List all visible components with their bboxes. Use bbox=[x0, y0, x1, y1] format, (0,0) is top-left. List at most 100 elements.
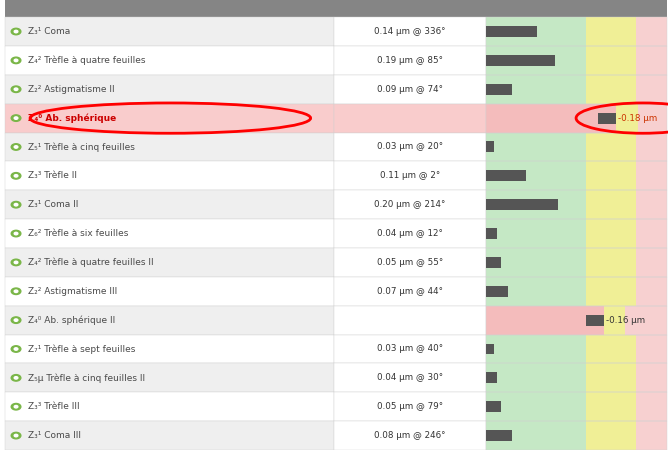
Bar bbox=[586, 46, 636, 75]
Bar bbox=[486, 104, 616, 133]
Bar bbox=[486, 277, 586, 306]
Bar bbox=[334, 17, 486, 46]
Bar bbox=[5, 190, 334, 219]
Bar bbox=[636, 133, 667, 162]
Bar bbox=[586, 133, 636, 162]
Bar bbox=[486, 84, 512, 95]
Bar bbox=[486, 343, 494, 355]
Bar bbox=[334, 334, 486, 364]
Bar bbox=[486, 17, 586, 46]
Bar bbox=[586, 75, 636, 104]
Bar bbox=[486, 104, 667, 133]
Bar bbox=[586, 364, 636, 392]
Circle shape bbox=[11, 173, 21, 179]
Bar bbox=[486, 306, 604, 334]
Bar bbox=[486, 133, 667, 162]
Bar bbox=[334, 392, 486, 421]
Bar bbox=[5, 248, 334, 277]
Circle shape bbox=[14, 175, 18, 177]
Bar bbox=[586, 392, 636, 421]
Circle shape bbox=[11, 230, 21, 237]
Circle shape bbox=[14, 405, 18, 408]
Bar bbox=[5, 133, 334, 162]
Bar bbox=[334, 421, 486, 450]
Bar bbox=[598, 112, 616, 124]
Circle shape bbox=[11, 374, 21, 381]
Bar bbox=[486, 364, 667, 392]
Bar bbox=[5, 104, 334, 133]
Text: Z₄⁰ Ab. sphérique: Z₄⁰ Ab. sphérique bbox=[27, 113, 116, 123]
Bar bbox=[486, 277, 667, 306]
Bar bbox=[334, 133, 486, 162]
Bar bbox=[5, 46, 334, 75]
Bar bbox=[486, 133, 586, 162]
Bar bbox=[5, 162, 334, 190]
Bar bbox=[636, 421, 667, 450]
Bar bbox=[586, 162, 636, 190]
Bar bbox=[636, 219, 667, 248]
Text: 0.04 μm @ 12°: 0.04 μm @ 12° bbox=[377, 229, 443, 238]
Text: 0.20 μm @ 214°: 0.20 μm @ 214° bbox=[375, 200, 446, 209]
Bar bbox=[585, 315, 604, 326]
Text: 0.05 μm @ 79°: 0.05 μm @ 79° bbox=[377, 402, 443, 411]
Bar bbox=[486, 219, 667, 248]
Circle shape bbox=[11, 346, 21, 352]
Bar bbox=[486, 372, 497, 383]
Bar bbox=[486, 306, 667, 334]
Circle shape bbox=[14, 232, 18, 235]
Bar bbox=[636, 392, 667, 421]
Bar bbox=[486, 228, 497, 239]
Text: Z₅µ Trèfle à cinq feuilles II: Z₅µ Trèfle à cinq feuilles II bbox=[27, 373, 145, 382]
Circle shape bbox=[14, 319, 18, 321]
Circle shape bbox=[11, 57, 21, 63]
Bar bbox=[486, 421, 667, 450]
Bar bbox=[334, 306, 486, 334]
Text: 0.19 μm @ 85°: 0.19 μm @ 85° bbox=[377, 56, 443, 65]
Bar bbox=[586, 334, 636, 364]
Bar bbox=[486, 257, 501, 268]
Bar bbox=[625, 306, 667, 334]
Circle shape bbox=[14, 203, 18, 206]
Bar bbox=[486, 286, 508, 297]
Bar bbox=[486, 392, 586, 421]
Bar bbox=[486, 190, 667, 219]
Text: 0.03 μm @ 20°: 0.03 μm @ 20° bbox=[377, 143, 443, 152]
Text: 0.05 μm @ 55°: 0.05 μm @ 55° bbox=[377, 258, 444, 267]
Bar bbox=[636, 190, 667, 219]
Bar bbox=[334, 277, 486, 306]
Text: -0.16 μm: -0.16 μm bbox=[606, 315, 645, 324]
Bar bbox=[586, 17, 636, 46]
Circle shape bbox=[14, 377, 18, 379]
Bar bbox=[586, 248, 636, 277]
Text: Z₃³ Trèfle III: Z₃³ Trèfle III bbox=[27, 402, 79, 411]
Bar bbox=[334, 162, 486, 190]
Bar bbox=[486, 26, 537, 37]
Circle shape bbox=[11, 317, 21, 324]
Circle shape bbox=[11, 404, 21, 410]
Circle shape bbox=[14, 30, 18, 33]
Text: Z₄⁰ Ab. sphérique II: Z₄⁰ Ab. sphérique II bbox=[27, 315, 115, 325]
Circle shape bbox=[11, 144, 21, 150]
Bar bbox=[636, 46, 667, 75]
Bar bbox=[5, 277, 334, 306]
Bar bbox=[586, 277, 636, 306]
Bar bbox=[5, 0, 667, 17]
Bar bbox=[334, 75, 486, 104]
Bar bbox=[486, 248, 667, 277]
Bar bbox=[334, 364, 486, 392]
Text: 0.14 μm @ 336°: 0.14 μm @ 336° bbox=[374, 27, 446, 36]
Bar bbox=[636, 364, 667, 392]
Text: Z₃¹ Coma III: Z₃¹ Coma III bbox=[27, 431, 81, 440]
Text: 0.11 μm @ 2°: 0.11 μm @ 2° bbox=[380, 171, 440, 180]
Bar bbox=[486, 430, 512, 441]
Bar bbox=[486, 17, 667, 46]
Text: Z₅¹ Trèfle à cinq feuilles: Z₅¹ Trèfle à cinq feuilles bbox=[27, 142, 134, 152]
Bar bbox=[486, 46, 586, 75]
Bar bbox=[5, 17, 334, 46]
Text: Z₂² Astigmatisme II: Z₂² Astigmatisme II bbox=[27, 85, 114, 94]
Circle shape bbox=[11, 288, 21, 294]
Bar bbox=[486, 171, 526, 181]
Text: Z₃¹ Coma II: Z₃¹ Coma II bbox=[27, 200, 78, 209]
Text: 0.09 μm @ 74°: 0.09 μm @ 74° bbox=[377, 85, 443, 94]
Circle shape bbox=[11, 115, 21, 122]
